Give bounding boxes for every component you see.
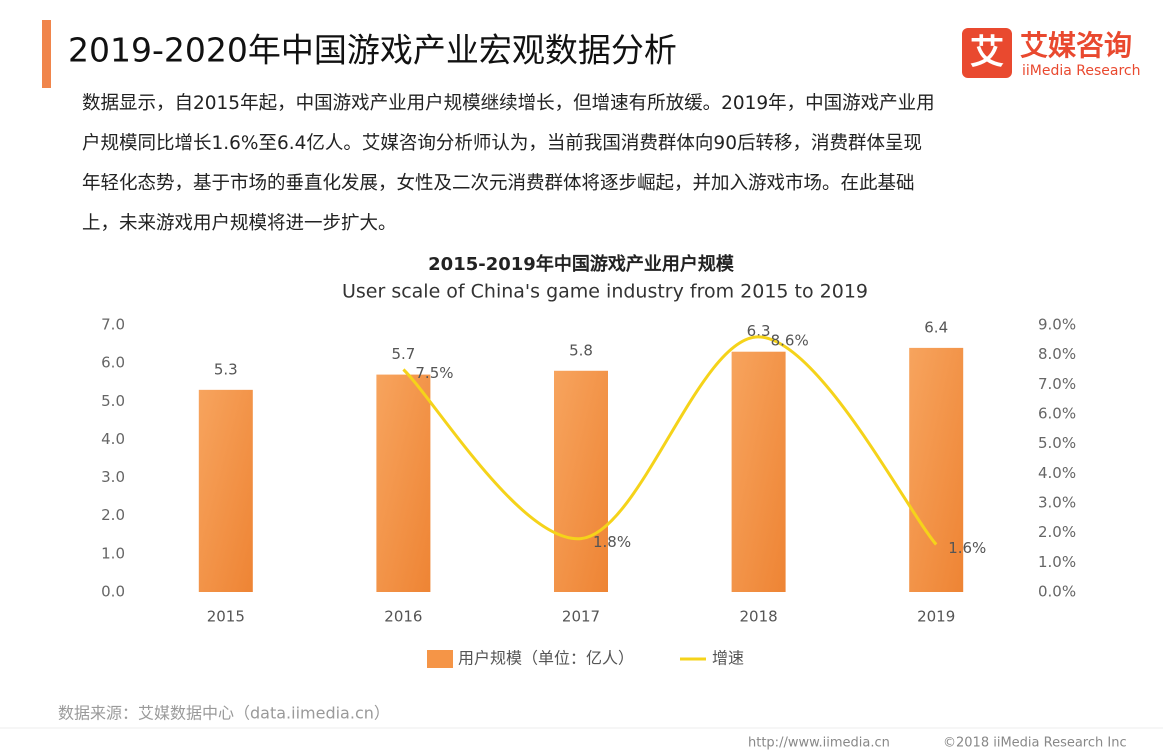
bar-value-label: 5.3 [214,360,238,378]
chart-title: 2015-2019年中国游戏产业用户规模 [428,253,735,275]
logo-sub: iiMedia Research [1022,63,1141,79]
growth-line [402,335,938,546]
bar [554,370,608,592]
logo-box [962,28,1012,78]
bar-value-label: 5.8 [569,341,593,359]
y2-tick-label: 7.0% [1038,375,1076,393]
line-value-label: 1.6% [948,539,986,557]
paragraph: 数据显示，自2015年起，中国游戏产业用户规模继续增长，但增速有所放缓。2019… [82,93,935,234]
y-tick-label: 1.0 [101,544,125,562]
y2-tick-label: 6.0% [1038,405,1076,423]
y2-tick-label: 5.0% [1038,434,1076,452]
y-tick-label: 4.0 [101,430,125,448]
y2-tick-label: 9.0% [1038,316,1076,334]
x-tick-label: 2015 [207,608,245,626]
paragraph-line: 户规模同比增长1.6%至6.4亿人。艾媒咨询分析师认为，当前我国消费群体向90后… [82,133,922,154]
y2-tick-label: 1.0% [1038,553,1076,571]
x-tick-label: 2017 [562,608,600,626]
legend-swatch [427,650,453,668]
paragraph-line: 数据显示，自2015年起，中国游戏产业用户规模继续增长，但增速有所放缓。2019… [82,93,935,114]
y-tick-label: 5.0 [101,392,125,410]
page-title: 2019-2020年中国游戏产业宏观数据分析 [68,31,677,70]
y2-tick-label: 3.0% [1038,494,1076,512]
bar [376,374,431,592]
y-tick-label: 0.0 [101,583,125,601]
y-tick-label: 3.0 [101,468,125,486]
y2-tick-label: 0.0% [1038,583,1076,601]
chart-subtitle: User scale of China's game industry from… [342,281,868,303]
y-tick-label: 6.0 [101,354,125,372]
legend-label: 用户规模（单位：亿人） [458,649,634,668]
bar-value-label: 6.4 [924,318,948,336]
footer-url: http://www.iimedia.cn [748,736,890,751]
logo-name: 艾媒咨询 [1020,29,1132,62]
source: 数据来源：艾媒数据中心（data.iimedia.cn） [58,704,390,723]
bar [198,389,253,592]
bar-value-label: 6.3 [747,322,771,340]
bar-value-label: 5.7 [391,345,415,363]
y2-tick-label: 8.0% [1038,345,1076,363]
line-value-label: 7.5% [415,364,453,382]
x-tick-label: 2019 [917,608,955,626]
y2-tick-label: 4.0% [1038,464,1076,482]
paragraph-line: 年轻化态势，基于市场的垂直化发展，女性及二次元消费群体将逐步崛起，并加入游戏市场… [82,173,915,194]
y-tick-label: 7.0 [101,316,125,334]
logo-icon: 艾 [970,33,1004,73]
line-value-label: 8.6% [771,331,809,349]
y-tick-label: 2.0 [101,506,125,524]
title-accent [42,20,51,88]
footer-copyright: ©2018 iiMedia Research Inc [943,736,1127,751]
x-tick-label: 2016 [384,608,422,626]
x-tick-label: 2018 [740,608,778,626]
legend-label: 增速 [712,649,744,668]
bar [731,351,786,592]
y2-tick-label: 2.0% [1038,523,1076,541]
line-value-label: 1.8% [593,533,631,551]
paragraph-line: 上，未来游戏用户规模将进一步扩大。 [82,213,397,234]
bar [909,347,964,592]
